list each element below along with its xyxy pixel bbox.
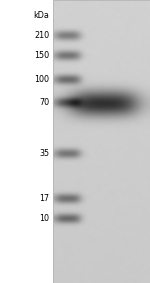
Text: 35: 35 xyxy=(39,149,50,158)
Text: 70: 70 xyxy=(39,98,50,107)
Bar xyxy=(52,0,150,283)
Text: 100: 100 xyxy=(34,75,50,84)
Text: 10: 10 xyxy=(39,214,50,223)
Text: 150: 150 xyxy=(34,51,50,60)
Bar xyxy=(0,0,52,283)
Text: 210: 210 xyxy=(34,31,50,40)
Text: 17: 17 xyxy=(39,194,50,203)
Text: kDa: kDa xyxy=(34,11,50,20)
